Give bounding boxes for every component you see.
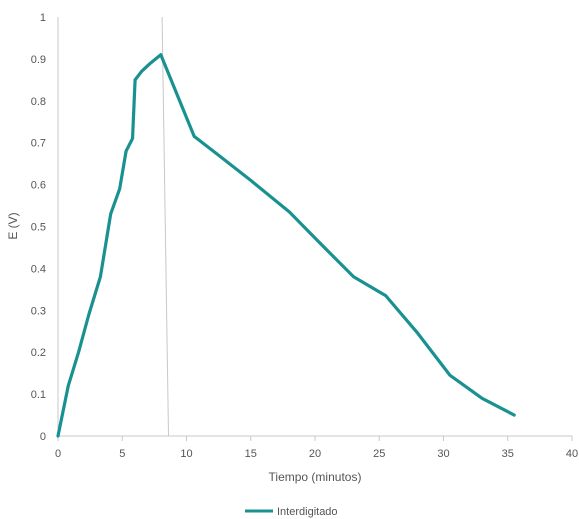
tick-labels-layer: 0 5 10 15 20 25 30 35 40 0 0.1 0.2 0.3 0.4 0.5 0.6 0.7 0.… <box>31 12 578 460</box>
reference-line <box>161 16 170 437</box>
y-tick-label: 0.4 <box>31 263 46 275</box>
x-axis-title: Tiempo (minutos) <box>269 470 362 484</box>
y-axis-title: E (V) <box>6 212 20 239</box>
x-tick-label: 20 <box>309 448 321 460</box>
x-tick-label: 5 <box>119 448 125 460</box>
y-tick-label: 0.5 <box>31 222 46 234</box>
x-tick-label: 15 <box>245 448 257 460</box>
legend-label: Interdigitado <box>277 506 338 518</box>
y-tick-label: 0 <box>40 431 46 443</box>
y-tick-label: 1 <box>40 12 46 24</box>
legend: Interdigitado <box>245 506 338 518</box>
series-line-interdigitado <box>56 53 516 438</box>
x-tick-label: 35 <box>502 448 514 460</box>
x-tick-label: 0 <box>55 448 61 460</box>
x-tick-label: 40 <box>566 448 578 460</box>
y-tick-label: 0.8 <box>31 96 46 108</box>
x-tick-label: 30 <box>437 448 449 460</box>
y-tick-label: 0.6 <box>31 180 46 192</box>
y-tick-label: 0.9 <box>31 54 46 66</box>
y-tick-label: 0.3 <box>31 305 46 317</box>
x-tick-label: 25 <box>373 448 385 460</box>
reference-line-layer <box>161 16 170 437</box>
y-tick-label: 0.1 <box>31 389 46 401</box>
x-tick-label: 10 <box>180 448 192 460</box>
series-layer <box>56 53 516 438</box>
axes-layer <box>57 17 573 441</box>
y-tick-label: 0.2 <box>31 347 46 359</box>
y-tick-label: 0.7 <box>31 138 46 150</box>
